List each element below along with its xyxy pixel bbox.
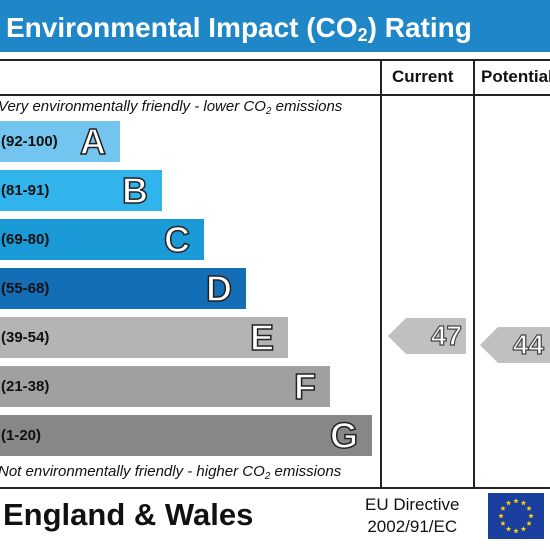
eu-star-icon (513, 498, 519, 504)
eu-star-icon (520, 500, 527, 506)
band-letter: E (249, 316, 275, 359)
band-range-label: (39-54) (1, 329, 50, 346)
eu-star-icon (500, 520, 506, 526)
current-rating-value: 47 (430, 319, 462, 351)
eu-star-icon (500, 505, 506, 511)
band-range-label: (92-100) (1, 133, 58, 150)
band-c: (69-80) C (0, 218, 204, 261)
eu-star-icon (498, 513, 504, 519)
title-bar (0, 0, 550, 52)
eu-star-icon (520, 526, 527, 532)
band-letter: B (121, 169, 149, 212)
caption-top: Very environmentally friendly - lower CO… (0, 98, 343, 117)
potential-rating-arrow: 44 (480, 327, 550, 363)
band-range-label: (55-68) (1, 280, 50, 297)
band-e: (39-54) E (0, 316, 288, 359)
band-d: (55-68) D (0, 267, 246, 310)
potential-rating-value: 44 (512, 328, 544, 360)
band-letter: C (163, 218, 191, 261)
directive-line-1: EU Directive (365, 495, 460, 514)
band-range-label: (21-38) (1, 378, 50, 395)
column-divider-potential (473, 59, 475, 489)
caption-bottom: Not environmentally friendly - higher CO… (0, 463, 342, 482)
current-rating-arrow: 47 (388, 318, 466, 354)
eu-star-icon (526, 505, 532, 511)
directive-line-2: 2002/91/EC (367, 517, 458, 536)
eu-star-icon (505, 500, 512, 506)
band-g: (1-20) G (0, 414, 372, 457)
potential-arrow-shape (480, 327, 550, 363)
column-header-current: Current (392, 67, 454, 86)
eu-star-icon (528, 513, 534, 519)
column-header-potential: Potential (481, 67, 550, 86)
band-letter: D (205, 267, 233, 310)
eu-star-icon (513, 528, 519, 534)
page-title: Environmental Impact (CO2) Rating (6, 12, 472, 45)
band-a: (92-100) A (0, 120, 120, 163)
eu-flag-icon (488, 493, 544, 539)
header-row-divider (0, 94, 550, 96)
eu-star-icon (526, 520, 532, 526)
current-arrow-shape (388, 318, 466, 354)
eu-star-icon (505, 526, 512, 532)
band-range-label: (69-80) (1, 231, 50, 248)
footer-row-divider (0, 487, 550, 489)
band-letter: F (293, 365, 317, 408)
footer-directive: EU Directive 2002/91/EC (365, 494, 459, 538)
band-letter: G (329, 414, 359, 457)
band-range-label: (1-20) (1, 427, 42, 444)
band-letter: A (79, 120, 107, 163)
footer-region: England & Wales (3, 497, 254, 532)
band-b: (81-91) B (0, 169, 162, 212)
column-divider-current (380, 59, 382, 489)
band-range-label: (81-91) (1, 182, 50, 199)
band-f: (21-38) F (0, 365, 330, 408)
